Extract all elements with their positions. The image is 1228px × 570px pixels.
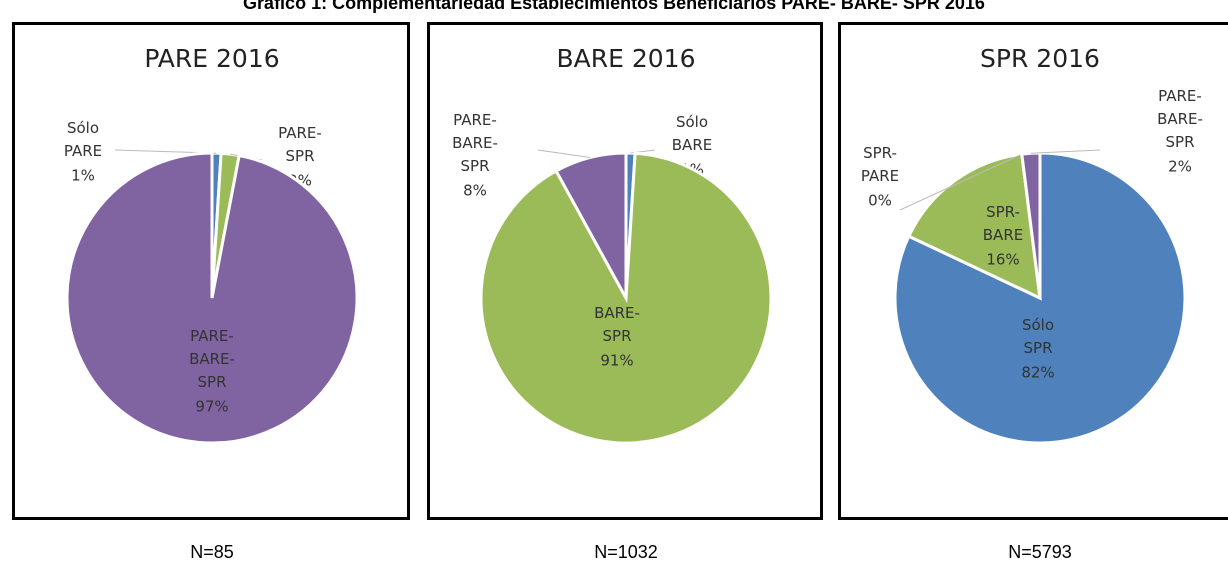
slice-value-label: 2% xyxy=(1168,158,1192,176)
slice-category: PARE-BARE-SPR xyxy=(189,327,235,391)
slice-value-label: 1% xyxy=(71,167,95,185)
sample-note: N=85 xyxy=(190,542,234,562)
leader-line xyxy=(899,153,1023,211)
slice-category: Sólo PARE xyxy=(64,119,102,160)
slice-value-label: 97% xyxy=(195,398,228,416)
slice-category: SPR-PARE xyxy=(861,144,899,185)
slice-category: BARE-SPR xyxy=(594,304,640,345)
pie-title: BARE 2016 xyxy=(557,44,696,73)
panel-frame xyxy=(427,22,823,520)
slice-category: PARE-BARE-SPR xyxy=(1157,87,1203,151)
figure-title: Gráfico 1: Complementariedad Establecimi… xyxy=(243,0,985,13)
leader-line xyxy=(537,149,591,159)
slice-category: Sólo BARE xyxy=(672,113,712,154)
slice-category: SPR-BARE xyxy=(983,203,1023,244)
sample-note: N=5793 xyxy=(1008,542,1072,562)
pie-slice xyxy=(906,152,1042,301)
slice-value-label: 0% xyxy=(868,192,892,210)
pie-title: PARE 2016 xyxy=(144,44,279,73)
pie-slice xyxy=(554,151,628,299)
slice-category: PARE-BARE-SPR xyxy=(452,111,498,175)
slice-value-label: 91% xyxy=(600,352,633,370)
slice-category: PARE-SPR xyxy=(278,124,322,165)
slice-value-label: 16% xyxy=(986,251,1019,269)
panel-frame xyxy=(12,22,410,520)
leader-line xyxy=(1030,149,1101,154)
pie-slice xyxy=(65,151,359,445)
slice-value-label: 8% xyxy=(463,182,487,200)
slice-value-label: 82% xyxy=(1021,364,1054,382)
slice-category: Sólo SPR xyxy=(1022,316,1054,357)
pie-title: SPR 2016 xyxy=(980,44,1100,73)
panel-frame xyxy=(838,22,1228,520)
sample-note: N=1032 xyxy=(594,542,658,562)
